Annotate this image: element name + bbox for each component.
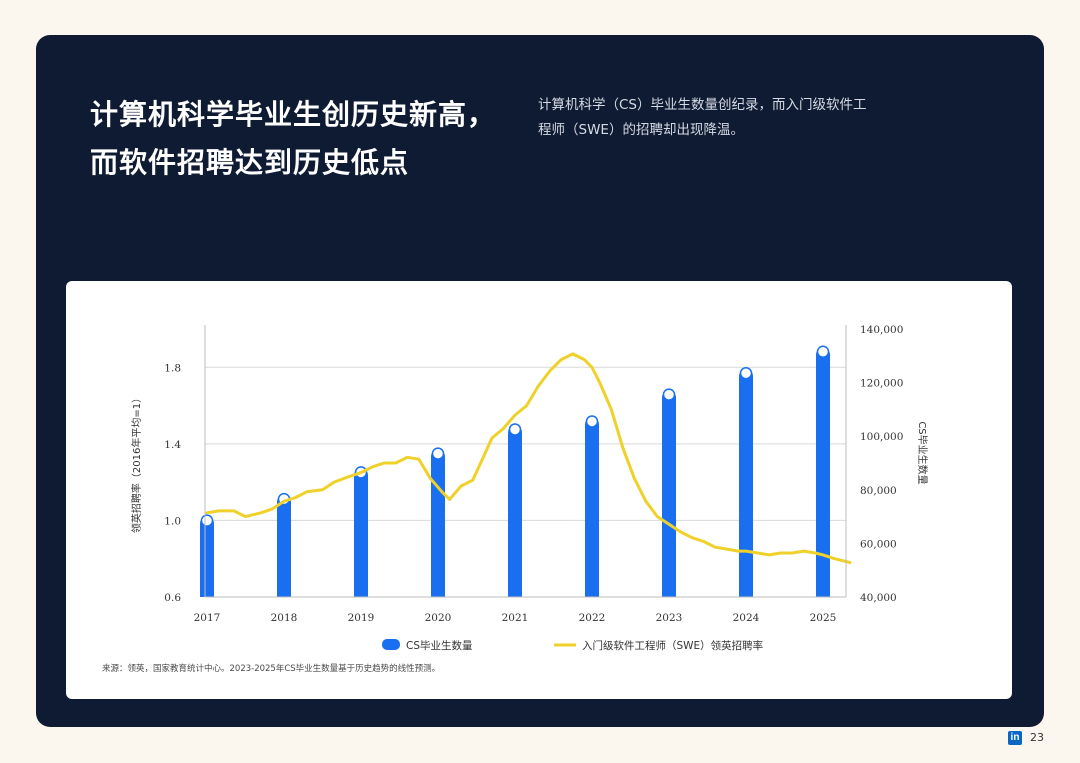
chart-legend: CS毕业生数量 入门级软件工程师（SWE）领英招聘率 [382, 639, 763, 652]
source-note: 来源：领英，国家教育统计中心。2023-2025年CS毕业生数量基于历史趋势的线… [102, 664, 441, 674]
x-tick-label: 2024 [733, 612, 760, 624]
legend-swatch-bar [382, 639, 400, 650]
chart-card: 0.6 1.0 1.4 1.8 40,000 60,000 80,000 100,000 120… [66, 281, 1012, 699]
y2-tick-label: 40,000 [860, 592, 897, 604]
subtitle-line-1: 计算机科学（CS）毕业生数量创纪录，而入门级软件工 [538, 97, 867, 113]
swe-hiring-line [205, 352, 852, 564]
y-tick-label: 0.6 [164, 592, 181, 604]
report-panel: 计算机科学毕业生创历史新高， 而软件招聘达到历史低点 计算机科学（CS）毕业生数… [36, 35, 1044, 727]
page-subtitle: 计算机科学（CS）毕业生数量创纪录，而入门级软件工 程师（SWE）的招聘却出现降… [538, 93, 918, 143]
bar-cap-marker [816, 345, 830, 359]
bar-cap-marker [200, 514, 214, 527]
title-line-1: 计算机科学毕业生创历史新高， [90, 98, 497, 131]
x-tick-label: 2023 [656, 612, 683, 624]
x-tick-label: 2025 [810, 612, 837, 624]
chart-svg: 0.6 1.0 1.4 1.8 40,000 60,000 80,000 100,000 120… [130, 324, 929, 652]
y2-tick-label: 80,000 [860, 485, 897, 497]
bar-cap-marker [739, 366, 753, 380]
bar-base [354, 589, 368, 597]
x-tick-label: 2018 [271, 612, 298, 624]
bar [662, 390, 676, 597]
legend-label-line: 入门级软件工程师（SWE）领英招聘率 [582, 639, 763, 652]
bar [508, 425, 522, 597]
bar [277, 495, 291, 597]
y-tick-label: 1.0 [164, 515, 181, 527]
bar-cap-marker [508, 423, 522, 436]
y2-tick-label: 140,000 [860, 324, 903, 336]
linkedin-logo-icon: in [1008, 731, 1022, 745]
bar [739, 369, 753, 597]
bar-base [200, 589, 214, 597]
bar-cap-marker [585, 415, 599, 428]
bar-base [662, 589, 676, 597]
bar-cap-marker [662, 388, 676, 401]
chart-line-layer [205, 352, 852, 564]
page-title: 计算机科学毕业生创历史新高， 而软件招聘达到历史低点 [90, 91, 530, 187]
y2-axis-title: CS毕业生数量 [916, 421, 929, 484]
bar [354, 468, 368, 597]
bar-cap-marker [431, 447, 445, 460]
title-line-2: 而软件招聘达到历史低点 [90, 146, 410, 179]
subtitle-line-2: 程师（SWE）的招聘却出现降温。 [538, 122, 744, 138]
bar-base [277, 589, 291, 597]
bar-base [816, 589, 830, 597]
x-tick-label: 2017 [194, 612, 221, 624]
bar-base [508, 589, 522, 597]
bar [816, 347, 830, 597]
x-tick-label: 2021 [502, 612, 529, 624]
bar [200, 516, 214, 597]
x-tick-label: 2019 [348, 612, 375, 624]
x-tick-label: 2022 [579, 612, 606, 624]
chart-axes: 0.6 1.0 1.4 1.8 40,000 60,000 80,000 100,000 120… [130, 324, 929, 624]
x-tick-label: 2020 [425, 612, 452, 624]
bar-base [585, 589, 599, 597]
bar-base [431, 589, 445, 597]
y2-tick-label: 60,000 [860, 538, 897, 550]
y-tick-label: 1.4 [164, 439, 181, 451]
legend-label-bar: CS毕业生数量 [406, 639, 473, 652]
y-tick-label: 1.8 [164, 362, 181, 374]
y-axis-title: 领英招聘率（2016年平均=1） [130, 393, 143, 533]
y2-tick-label: 120,000 [860, 378, 903, 390]
bar-base [739, 589, 753, 597]
y2-tick-label: 100,000 [860, 431, 903, 443]
bar [431, 449, 445, 597]
bar [585, 417, 599, 597]
page-number: 23 [1030, 731, 1044, 744]
chart-bars [200, 345, 830, 597]
